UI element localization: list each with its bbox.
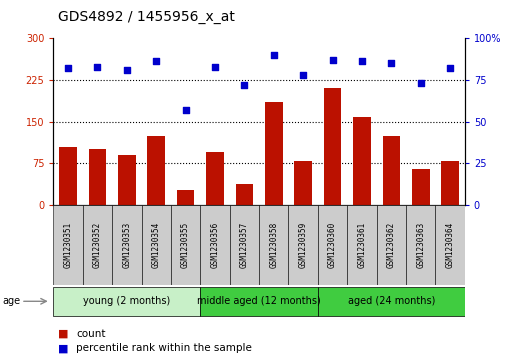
Bar <box>177 189 195 205</box>
Point <box>152 58 160 64</box>
Text: GDS4892 / 1455956_x_at: GDS4892 / 1455956_x_at <box>58 9 235 24</box>
Bar <box>289 205 318 285</box>
Text: GSM1230358: GSM1230358 <box>269 222 278 268</box>
Point <box>270 52 278 58</box>
Bar <box>118 155 136 205</box>
Point <box>64 65 72 71</box>
Text: GSM1230364: GSM1230364 <box>446 222 455 268</box>
Point <box>329 57 337 63</box>
Bar <box>171 205 200 285</box>
Text: GSM1230354: GSM1230354 <box>152 222 161 268</box>
Text: GSM1230357: GSM1230357 <box>240 222 249 268</box>
Bar <box>53 205 83 285</box>
Point <box>358 58 366 64</box>
Point <box>181 107 189 113</box>
Bar <box>200 287 318 316</box>
Bar <box>142 205 171 285</box>
Text: percentile rank within the sample: percentile rank within the sample <box>76 343 252 354</box>
Text: young (2 months): young (2 months) <box>83 295 171 306</box>
Point <box>211 64 219 69</box>
Bar <box>318 205 347 285</box>
Bar <box>259 205 289 285</box>
Text: GSM1230353: GSM1230353 <box>122 222 132 268</box>
Bar <box>435 205 465 285</box>
Point <box>240 82 248 88</box>
Point <box>446 65 454 71</box>
Text: middle aged (12 months): middle aged (12 months) <box>197 295 321 306</box>
Bar <box>88 150 106 205</box>
Text: GSM1230362: GSM1230362 <box>387 222 396 268</box>
Bar <box>324 88 341 205</box>
Bar <box>236 184 253 205</box>
Point <box>299 72 307 78</box>
Bar <box>53 287 200 316</box>
Bar <box>206 152 224 205</box>
Point <box>123 67 131 73</box>
Bar <box>294 160 312 205</box>
Text: GSM1230356: GSM1230356 <box>210 222 219 268</box>
Bar <box>347 205 376 285</box>
Bar <box>406 205 435 285</box>
Text: GSM1230361: GSM1230361 <box>358 222 366 268</box>
Text: ■: ■ <box>58 343 69 354</box>
Text: GSM1230363: GSM1230363 <box>416 222 425 268</box>
Bar <box>59 147 77 205</box>
Bar <box>230 205 259 285</box>
Point <box>387 60 395 66</box>
Text: GSM1230352: GSM1230352 <box>93 222 102 268</box>
Bar <box>200 205 230 285</box>
Text: GSM1230359: GSM1230359 <box>299 222 308 268</box>
Bar <box>376 205 406 285</box>
Text: GSM1230351: GSM1230351 <box>64 222 73 268</box>
Text: age: age <box>3 296 21 306</box>
Bar <box>318 287 465 316</box>
Bar <box>412 169 430 205</box>
Point <box>93 64 102 69</box>
Bar <box>441 160 459 205</box>
Bar <box>383 135 400 205</box>
Text: ■: ■ <box>58 329 69 339</box>
Text: aged (24 months): aged (24 months) <box>347 295 435 306</box>
Bar <box>265 102 282 205</box>
Bar <box>112 205 142 285</box>
Text: GSM1230355: GSM1230355 <box>181 222 190 268</box>
Text: count: count <box>76 329 106 339</box>
Text: GSM1230360: GSM1230360 <box>328 222 337 268</box>
Bar <box>83 205 112 285</box>
Bar <box>147 135 165 205</box>
Point <box>417 80 425 86</box>
Bar <box>353 117 371 205</box>
